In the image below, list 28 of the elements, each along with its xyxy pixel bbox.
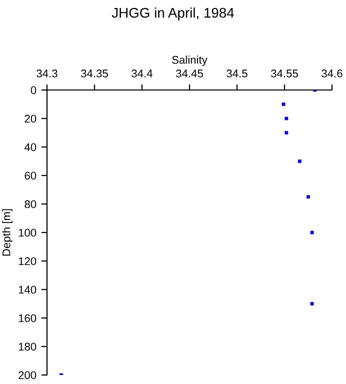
y-tick-label: 160 (18, 314, 36, 322)
x-tick-label: 34.5 (226, 70, 248, 78)
x-tick-label: 34.6 (322, 70, 342, 78)
y-tick-label: 20 (24, 114, 36, 123)
x-tick-label: 34.3 (36, 70, 58, 78)
point (282, 102, 286, 106)
x-tick-label: 34.45 (176, 70, 203, 78)
y-axis-title: Depth [m] (2, 209, 12, 256)
y-tick-label: 0 (30, 86, 36, 94)
y-tick-label: 100 (18, 228, 36, 237)
x-axis-title: Salinity (172, 56, 208, 66)
point (298, 160, 302, 163)
x-tick-label: 34.55 (271, 70, 298, 78)
point (310, 230, 314, 234)
x-tick-label: 34.35 (81, 70, 108, 78)
y-tick-label: 200 (18, 371, 36, 380)
y-tick-label: 140 (18, 286, 36, 294)
y-tick-label: 80 (24, 200, 36, 208)
chart-title: JHGG in April, 1984 (112, 8, 234, 20)
point (284, 131, 288, 134)
point (310, 302, 314, 306)
y-tick-label: 120 (18, 257, 36, 266)
point (306, 195, 310, 199)
x-tick-label: 34.4 (132, 70, 152, 78)
y-tick-label: 40 (24, 143, 36, 152)
point (284, 116, 288, 120)
y-tick-label: 60 (24, 172, 36, 180)
y-tick-label: 180 (18, 342, 36, 351)
